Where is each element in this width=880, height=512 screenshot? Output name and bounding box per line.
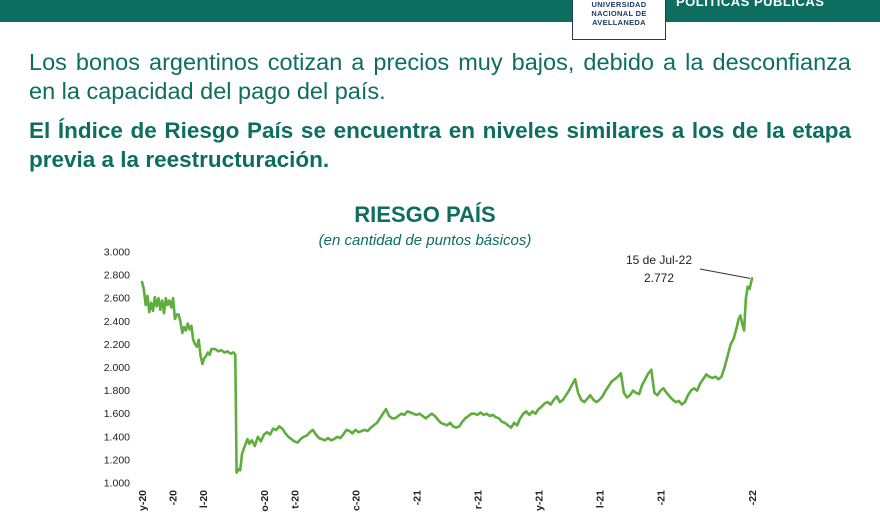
brand-title: POLÍTICAS PÚBLICAS [676,0,825,9]
brand-tab [670,0,880,9]
logo-line-1: UNIVERSIDAD [591,0,647,9]
chart-subtitle: (en cantidad de puntos básicos) [318,232,532,249]
x-tick-label: -22 [747,490,759,505]
y-tick-label: 1.200 [104,454,130,466]
annotation-date: 15 de Jul-22 [626,253,692,267]
x-tick-label: r-21 [473,490,485,509]
y-tick-label: 1.000 [104,478,130,490]
x-tick-label: t-20 [290,490,302,509]
annotation-value: 2.772 [644,271,674,285]
y-tick-label: 2.800 [104,270,130,282]
y-tick-label: 2.600 [104,293,130,305]
annotation-leader [699,268,751,279]
bold-lead-text: El Índice de Riesgo País se encuentra en… [29,118,851,172]
lead-text: Los bonos argentinos cotizan a precios m… [29,49,851,104]
y-tick-label: 2.200 [104,339,130,351]
x-tick-label: -21 [656,490,668,505]
x-tick-label: l-20 [198,490,210,508]
x-tick-label: o-20 [259,490,271,512]
x-tick-label: -20 [168,490,180,505]
series-line [140,277,754,474]
y-tick-label: 2.400 [104,316,130,328]
x-tick-label: y-20 [137,490,149,511]
x-tick-label: c-20 [351,490,363,511]
x-tick-label: l-21 [595,490,607,508]
y-tick-label: 2.000 [104,362,130,374]
y-tick-label: 1.800 [104,385,130,397]
y-tick-label: 3.000 [104,247,130,259]
logo-line-3: AVELLANEDA [592,18,646,27]
y-tick-label: 1.400 [104,431,130,443]
logo-line-2: NACIONAL DE [591,9,647,18]
y-tick-label: 1.600 [104,408,130,420]
chart-title: RIESGO PAÍS [354,202,496,227]
university-logo: UNIVERSIDAD NACIONAL DE AVELLANEDA [572,0,666,40]
x-tick-label: -21 [412,490,424,505]
x-tick-label: y-21 [534,490,546,511]
